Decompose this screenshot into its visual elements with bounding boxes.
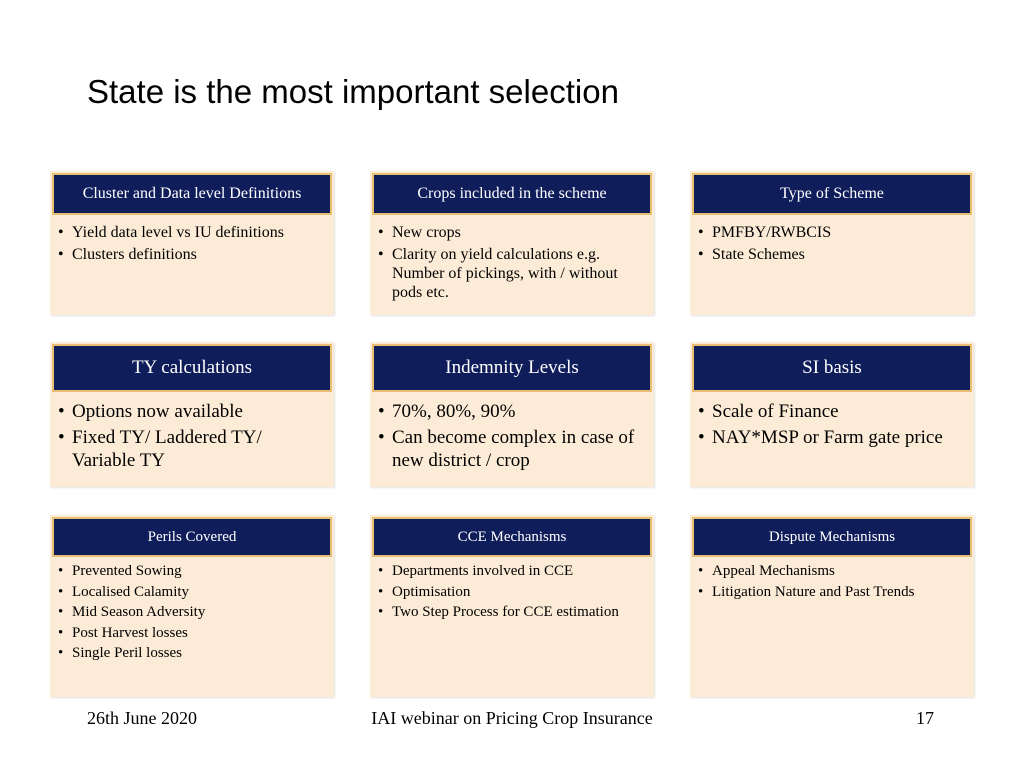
- card-bullet-list: Prevented Sowing Localised Calamity Mid …: [58, 562, 328, 665]
- card-bullet-list: Yield data level vs IU definitions Clust…: [58, 223, 328, 267]
- card-cluster-definitions: Cluster and Data level Definitions Yield…: [50, 171, 334, 315]
- bullet-item: Departments involved in CCE: [378, 562, 648, 580]
- card-title: Cluster and Data level Definitions: [52, 173, 332, 215]
- bullet-item: Single Peril losses: [58, 644, 328, 662]
- card-ty-calculations: TY calculations Options now available Fi…: [50, 342, 334, 487]
- bullet-item: Fixed TY/ Laddered TY/ Variable TY: [58, 426, 328, 472]
- bullet-item: Prevented Sowing: [58, 562, 328, 580]
- footer-date: 26th June 2020: [87, 708, 197, 728]
- bullet-item: Clarity on yield calculations e.g. Numbe…: [378, 245, 648, 302]
- bullet-item: Two Step Process for CCE estimation: [378, 603, 648, 621]
- footer-title: IAI webinar on Pricing Crop Insurance: [371, 708, 653, 728]
- card-bullet-list: Departments involved in CCE Optimisation…: [378, 562, 648, 624]
- bullet-item: Optimisation: [378, 583, 648, 601]
- card-bullet-list: PMFBY/RWBCIS State Schemes: [698, 223, 968, 267]
- bullet-item: Localised Calamity: [58, 583, 328, 601]
- card-type-of-scheme: Type of Scheme PMFBY/RWBCIS State Scheme…: [690, 171, 974, 315]
- bullet-item: Appeal Mechanisms: [698, 562, 968, 580]
- bullet-item: Litigation Nature and Past Trends: [698, 583, 968, 601]
- card-title: CCE Mechanisms: [372, 517, 652, 557]
- card-title: TY calculations: [52, 344, 332, 392]
- card-title: Indemnity Levels: [372, 344, 652, 392]
- card-bullet-list: New crops Clarity on yield calculations …: [378, 223, 648, 305]
- bullet-item: Can become complex in case of new distri…: [378, 426, 648, 472]
- page-number: 17: [916, 708, 934, 728]
- bullet-item: Yield data level vs IU definitions: [58, 223, 328, 242]
- card-bullet-list: Appeal Mechanisms Litigation Nature and …: [698, 562, 968, 603]
- bullet-item: 70%, 80%, 90%: [378, 400, 648, 423]
- slide-title: State is the most important selection: [87, 73, 619, 110]
- card-title: Perils Covered: [52, 517, 332, 557]
- card-cce-mechanisms: CCE Mechanisms Departments involved in C…: [370, 515, 654, 697]
- bullet-item: Clusters definitions: [58, 245, 328, 264]
- bullet-item: Scale of Finance: [698, 400, 968, 423]
- card-perils-covered: Perils Covered Prevented Sowing Localise…: [50, 515, 334, 697]
- bullet-item: Options now available: [58, 400, 328, 423]
- card-bullet-list: Scale of Finance NAY*MSP or Farm gate pr…: [698, 400, 968, 452]
- card-si-basis: SI basis Scale of Finance NAY*MSP or Far…: [690, 342, 974, 487]
- card-crops-included: Crops included in the scheme New crops C…: [370, 171, 654, 315]
- bullet-item: New crops: [378, 223, 648, 242]
- bullet-item: Mid Season Adversity: [58, 603, 328, 621]
- bullet-item: NAY*MSP or Farm gate price: [698, 426, 968, 449]
- card-bullet-list: Options now available Fixed TY/ Laddered…: [58, 400, 328, 475]
- bullet-item: State Schemes: [698, 245, 968, 264]
- card-dispute-mechanisms: Dispute Mechanisms Appeal Mechanisms Lit…: [690, 515, 974, 697]
- card-title: Crops included in the scheme: [372, 173, 652, 215]
- card-title: SI basis: [692, 344, 972, 392]
- card-indemnity-levels: Indemnity Levels 70%, 80%, 90% Can becom…: [370, 342, 654, 487]
- bullet-item: Post Harvest losses: [58, 624, 328, 642]
- card-bullet-list: 70%, 80%, 90% Can become complex in case…: [378, 400, 648, 475]
- bullet-item: PMFBY/RWBCIS: [698, 223, 968, 242]
- card-title: Dispute Mechanisms: [692, 517, 972, 557]
- card-title: Type of Scheme: [692, 173, 972, 215]
